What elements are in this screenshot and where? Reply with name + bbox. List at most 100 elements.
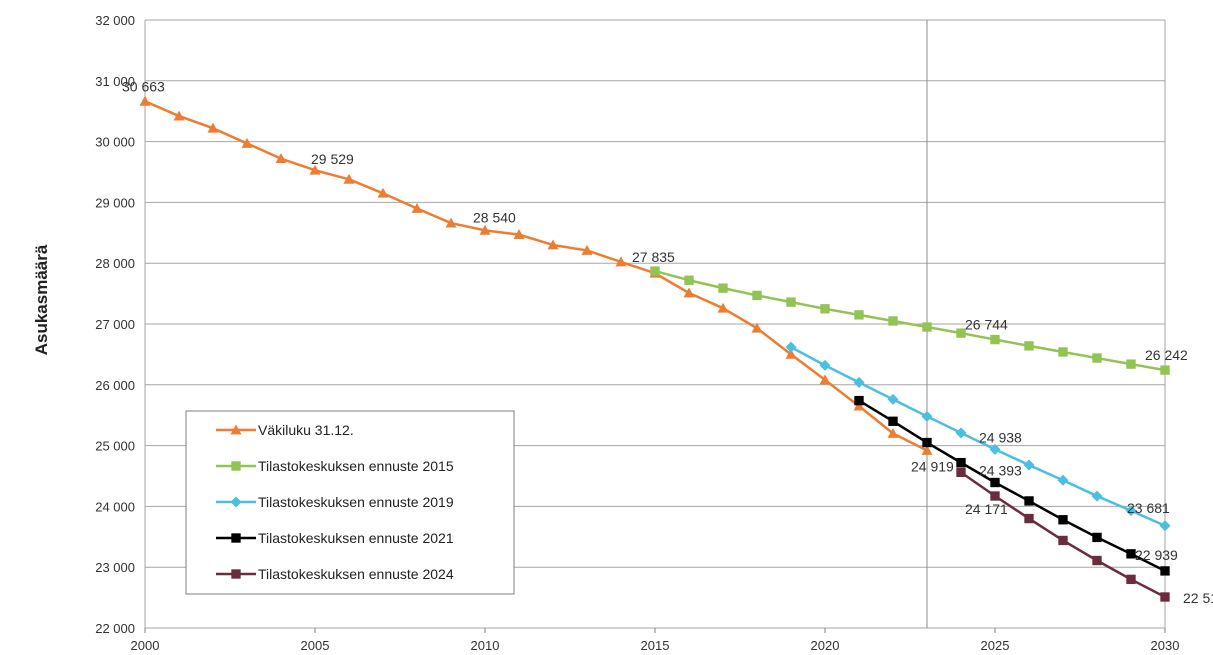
data-point	[241, 137, 253, 148]
data-point	[1125, 505, 1137, 517]
data-point	[684, 275, 694, 285]
data-point	[956, 328, 966, 338]
data-label: 23 681	[1127, 500, 1170, 516]
data-point	[445, 217, 457, 228]
data-label: 22 510	[1183, 590, 1213, 606]
data-point	[853, 376, 865, 388]
data-labels: 30 663 29 529 28 540 27 835 24 919 26 744 26 2…	[122, 78, 1213, 606]
x-tick-label: 2005	[301, 638, 330, 653]
legend-label: Tilastokeskuksen ennuste 2024	[258, 566, 454, 582]
data-point	[887, 393, 899, 405]
data-point	[207, 122, 219, 133]
data-point	[887, 427, 899, 438]
series-0	[139, 95, 933, 455]
x-tick-label: 2015	[641, 638, 670, 653]
legend-items: Väkiluku 31.12. Tilastokeskuksen ennuste …	[216, 422, 454, 582]
data-point	[1160, 365, 1170, 375]
data-point	[718, 283, 728, 293]
y-tick-label: 25 000	[95, 439, 135, 454]
data-point	[1091, 490, 1103, 502]
data-label: 24 938	[979, 429, 1022, 445]
y-tick-label: 31 000	[95, 74, 135, 89]
data-point	[479, 224, 491, 235]
data-point	[1126, 574, 1136, 585]
data-point	[990, 477, 1000, 488]
x-tick-label: 2010	[471, 638, 500, 653]
data-point	[1058, 535, 1068, 546]
data-point	[343, 173, 355, 184]
data-point	[615, 256, 627, 267]
series-3	[854, 395, 1170, 576]
x-tick-label: 2030	[1151, 638, 1180, 653]
data-point	[1126, 549, 1136, 559]
legend-marker	[230, 424, 242, 435]
data-point	[921, 445, 933, 455]
data-label: 27 835	[632, 249, 675, 265]
data-point	[309, 164, 321, 175]
data-point	[751, 322, 763, 333]
data-point	[786, 297, 796, 307]
data-point	[922, 437, 932, 448]
data-point	[1024, 513, 1034, 524]
data-point	[853, 400, 865, 411]
data-point	[1057, 474, 1069, 486]
data-point	[785, 348, 797, 359]
legend-item-0: Väkiluku 31.12.	[216, 422, 354, 438]
data-label: 26 242	[1145, 347, 1188, 363]
y-tick-label: 26 000	[95, 378, 135, 393]
data-label: 24 919	[911, 459, 954, 475]
data-point	[683, 287, 695, 298]
legend-label: Tilastokeskuksen ennuste 2019	[258, 494, 454, 510]
legend-item-4: Tilastokeskuksen ennuste 2024	[216, 566, 454, 582]
series-line	[654, 269, 1166, 372]
data-label: 22 939	[1135, 547, 1178, 563]
data-label: 28 540	[473, 209, 516, 225]
y-axis-title: Asukasmäärä	[32, 244, 51, 355]
data-point	[1092, 353, 1102, 363]
data-point	[717, 302, 729, 313]
data-label: 29 529	[311, 151, 354, 167]
legend-item-3: Tilastokeskuksen ennuste 2021	[216, 530, 454, 546]
data-label: 26 744	[965, 317, 1008, 333]
series-line	[858, 399, 1166, 573]
data-point	[581, 244, 593, 255]
legend-label: Tilastokeskuksen ennuste 2015	[258, 458, 454, 474]
data-point	[819, 359, 831, 371]
data-point	[1092, 532, 1102, 543]
data-point	[956, 467, 966, 478]
y-tick-label: 30 000	[95, 135, 135, 150]
data-point	[785, 341, 797, 353]
data-point	[1024, 496, 1034, 506]
data-point	[819, 374, 831, 385]
data-label: 30 663	[122, 78, 165, 94]
series-1	[650, 266, 1170, 375]
data-point	[139, 95, 151, 106]
legend-label: Väkiluku 31.12.	[258, 422, 354, 438]
data-point	[752, 290, 762, 301]
data-point	[990, 334, 1000, 345]
legend-marker	[231, 461, 241, 471]
y-tick-label: 24 000	[95, 499, 135, 514]
data-point	[275, 153, 287, 164]
data-point	[956, 457, 966, 468]
x-tick-label: 2025	[981, 638, 1010, 653]
y-tick-label: 27 000	[95, 317, 135, 332]
series-layer	[139, 95, 1171, 602]
series-line	[790, 346, 1166, 527]
y-tick-label: 22 000	[95, 621, 135, 636]
legend-marker	[231, 533, 241, 543]
data-point	[377, 187, 389, 198]
y-tick-label: 23 000	[95, 560, 135, 575]
x-tick-label: 2000	[131, 638, 160, 653]
data-point	[1024, 341, 1034, 351]
data-point	[955, 427, 967, 439]
data-point	[1058, 347, 1068, 357]
x-tick-label: 2020	[811, 638, 840, 653]
series-line	[144, 100, 928, 452]
legend: Väkiluku 31.12. Tilastokeskuksen ennuste …	[185, 410, 515, 595]
data-point	[888, 416, 898, 426]
series-4	[956, 467, 1170, 602]
data-point	[173, 110, 185, 121]
data-point	[854, 395, 864, 406]
